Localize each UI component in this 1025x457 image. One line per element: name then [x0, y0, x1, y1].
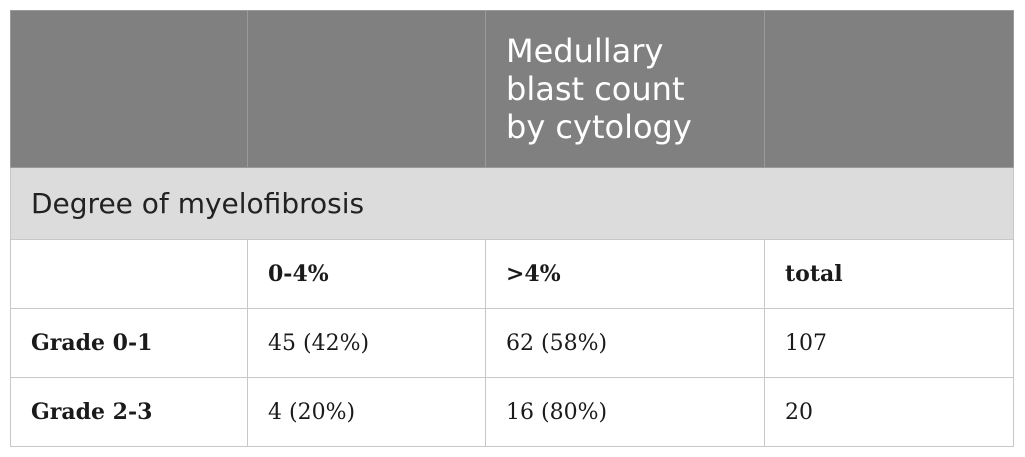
table-cell: 45 (42%): [247, 308, 486, 378]
myelofibrosis-table: Medullary blast count by cytology Degree…: [10, 10, 1014, 447]
table-cell: 4 (20%): [247, 377, 486, 447]
subheader-cell: 0-4%: [247, 239, 486, 309]
table-row: Grade 0-1 45 (42%) 62 (58%) 107: [10, 308, 1014, 378]
table-cell: 20: [764, 377, 1014, 447]
header-cell-empty-1: [10, 10, 248, 168]
header-line: by cytology: [506, 108, 692, 146]
table-cell: 107: [764, 308, 1014, 378]
header-line: Medullary: [506, 32, 664, 70]
row-label: Grade 2-3: [10, 377, 248, 447]
table-cell: 16 (80%): [485, 377, 765, 447]
header-cell-empty-4: [764, 10, 1014, 168]
subheader-cell: >4%: [485, 239, 765, 309]
header-cell-blast-count: Medullary blast count by cytology: [485, 10, 765, 168]
subheader-cell: [10, 239, 248, 309]
table-cell: 62 (58%): [485, 308, 765, 378]
section-row: Degree of myelofibrosis: [10, 167, 1014, 240]
header-line: blast count: [506, 70, 685, 108]
table-container: Medullary blast count by cytology Degree…: [10, 10, 1014, 447]
header-cell-empty-2: [247, 10, 486, 168]
table-row: Grade 2-3 4 (20%) 16 (80%) 20: [10, 377, 1014, 447]
row-label: Grade 0-1: [10, 308, 248, 378]
subheader-cell: total: [764, 239, 1014, 309]
header-row: Medullary blast count by cytology: [10, 10, 1014, 168]
section-title: Degree of myelofibrosis: [10, 167, 1014, 240]
subheader-row: 0-4% >4% total: [10, 239, 1014, 309]
